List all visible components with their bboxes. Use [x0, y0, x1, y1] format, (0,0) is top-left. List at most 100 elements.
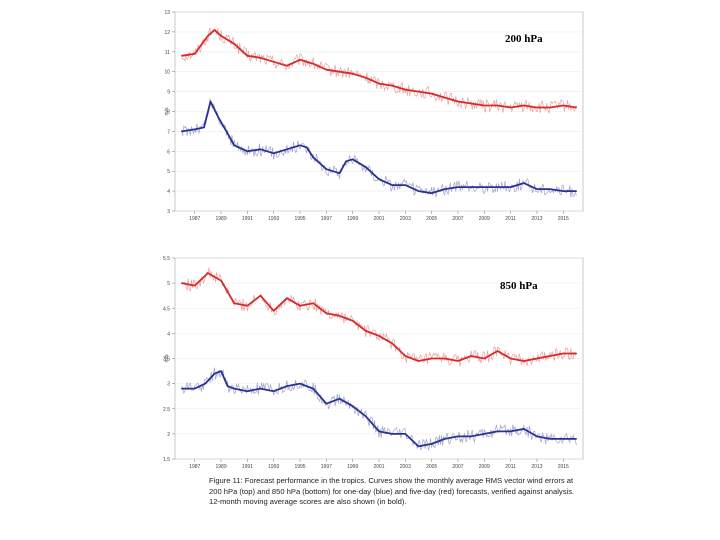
x-tick-label: 1993	[268, 464, 279, 470]
data-point	[457, 435, 459, 437]
y-tick-label: 5.5	[163, 256, 170, 262]
data-point	[194, 128, 196, 130]
x-tick-label: 2013	[531, 216, 542, 222]
data-point	[431, 192, 433, 194]
x-tick-label: 1997	[321, 464, 332, 470]
data-point	[181, 388, 183, 390]
data-point	[213, 373, 216, 375]
data-point	[575, 190, 578, 192]
data-point	[549, 438, 551, 440]
y-tick-label: 12	[164, 30, 170, 36]
monthly-line-one-day	[181, 367, 577, 451]
data-point	[483, 186, 485, 188]
data-point	[457, 186, 459, 188]
data-point	[259, 388, 262, 390]
x-tick-label: 1995	[294, 464, 305, 470]
x-tick-label: 1989	[216, 216, 227, 222]
data-point	[259, 295, 262, 297]
data-point	[510, 106, 512, 109]
data-point	[417, 360, 420, 362]
data-point	[204, 383, 206, 385]
data-point	[575, 106, 578, 109]
y-tick-label: 2.5	[163, 407, 170, 413]
data-point	[207, 272, 209, 274]
data-point	[217, 116, 219, 119]
data-point	[220, 370, 222, 372]
data-point	[391, 342, 393, 344]
x-tick-label: 2001	[373, 216, 384, 222]
data-point	[378, 83, 380, 85]
data-point	[338, 398, 341, 400]
data-point	[312, 63, 314, 65]
y-axis-label: m/s	[164, 107, 170, 116]
data-point	[352, 405, 354, 407]
data-point	[549, 188, 551, 190]
data-point	[246, 305, 248, 307]
data-point	[299, 383, 301, 385]
data-point	[444, 438, 446, 440]
data-point	[404, 355, 406, 357]
data-point	[338, 71, 341, 73]
data-point	[203, 126, 205, 128]
chart-title: 850 hPa	[500, 280, 538, 292]
data-point	[536, 357, 538, 360]
data-point	[299, 144, 301, 146]
data-point	[391, 184, 393, 186]
x-tick-label: 2005	[426, 216, 437, 222]
data-point	[286, 148, 288, 150]
data-point	[457, 100, 459, 103]
data-point	[306, 146, 308, 148]
data-point	[470, 102, 472, 105]
data-point	[483, 433, 485, 435]
data-point	[233, 43, 235, 45]
y-tick-label: 5	[167, 169, 170, 175]
data-point	[325, 69, 327, 71]
data-point	[325, 168, 327, 170]
data-point	[273, 152, 275, 154]
monthly-line-five-day	[181, 267, 577, 367]
data-point	[352, 320, 354, 322]
x-tick-label: 2001	[373, 464, 384, 470]
data-point	[536, 435, 538, 437]
monthly-line-five-day	[181, 27, 577, 115]
data-point	[273, 390, 275, 392]
data-point	[286, 65, 288, 67]
data-point	[549, 355, 551, 357]
x-tick-label: 1989	[216, 464, 227, 470]
data-point	[286, 385, 288, 387]
x-tick-label: 1987	[189, 464, 200, 470]
x-tick-label: 1991	[242, 216, 253, 222]
data-point	[496, 186, 499, 188]
data-point	[470, 355, 472, 357]
data-point	[378, 335, 380, 337]
x-tick-label: 2015	[558, 464, 569, 470]
data-point	[404, 184, 406, 186]
x-tick-label: 2007	[452, 216, 463, 222]
data-point	[352, 73, 354, 75]
data-point	[312, 388, 314, 390]
data-point	[523, 428, 525, 430]
data-point	[575, 352, 578, 355]
data-point	[444, 357, 446, 360]
data-point	[365, 330, 367, 332]
data-point	[431, 443, 433, 445]
x-tick-label: 2009	[479, 464, 490, 470]
x-tick-label: 2003	[400, 216, 411, 222]
y-tick-label: 8	[167, 110, 170, 116]
data-point	[496, 350, 499, 352]
data-point	[575, 438, 578, 440]
x-tick-label: 1999	[347, 464, 358, 470]
x-tick-label: 2013	[531, 464, 542, 470]
chart-200hpa: 3 4 5 6 7 8 9 10 11 12 13 1987 1989 1991 1993 1995 1997 1…	[164, 10, 584, 222]
y-tick-label: 4	[167, 331, 170, 337]
data-point	[378, 430, 380, 432]
data-point	[299, 305, 301, 307]
data-point	[312, 156, 314, 158]
data-point	[536, 188, 538, 190]
x-tick-label: 1987	[189, 216, 200, 222]
data-point	[194, 285, 196, 287]
x-tick-label: 1995	[294, 216, 305, 222]
data-point	[365, 166, 367, 168]
data-point	[562, 352, 564, 355]
data-point	[194, 388, 196, 390]
